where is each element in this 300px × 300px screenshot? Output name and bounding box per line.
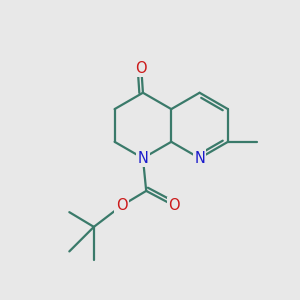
Text: O: O xyxy=(136,61,147,76)
Text: N: N xyxy=(194,151,205,166)
Text: O: O xyxy=(116,198,127,213)
Text: N: N xyxy=(137,151,148,166)
Text: O: O xyxy=(168,198,180,213)
